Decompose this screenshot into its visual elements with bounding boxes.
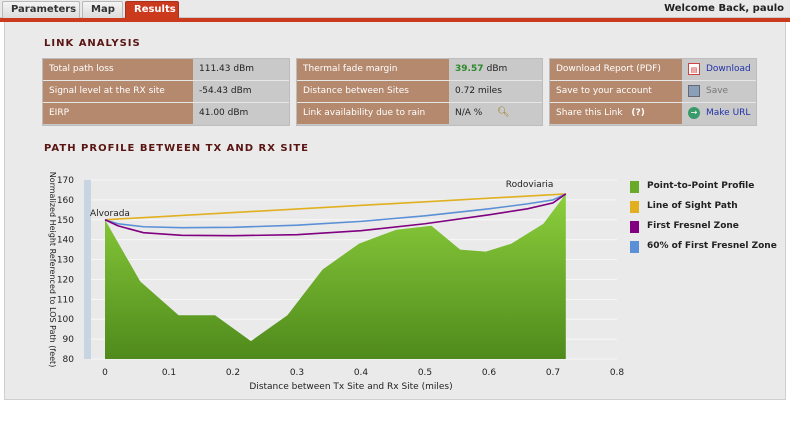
legend-label-fresnel: First Fresnel Zone: [647, 221, 739, 231]
link-analysis-title: LINK ANALYSIS: [44, 38, 141, 49]
save-icon[interactable]: [688, 85, 700, 97]
signal-level-label: Signal level at the RX site: [43, 81, 193, 102]
total-path-loss-value: 111.43 dBm: [199, 64, 255, 74]
download-link[interactable]: Download: [706, 64, 751, 74]
signal-level-row: Signal level at the RX site -54.43 dBm: [43, 81, 289, 103]
save-account-label: Save to your account: [550, 81, 682, 102]
x-axis-label: Distance between Tx Site and Rx Site (mi…: [249, 382, 452, 392]
y-tick-label: 100: [57, 315, 74, 325]
link-icon[interactable]: →: [688, 107, 700, 119]
app-window: Parameters Map Results Welcome Back, pau…: [0, 0, 790, 400]
magnifier-icon[interactable]: 🔍︎: [497, 107, 510, 118]
link-quality-box: Thermal fade margin 39.57 dBm Distance b…: [296, 58, 543, 126]
welcome-text: Welcome Back, paulo: [664, 3, 784, 14]
legend-swatch-los: [630, 201, 639, 213]
y-tick-label: 140: [57, 236, 74, 246]
rx-site-label: Rodoviaria: [506, 180, 554, 190]
terrain-profile-area: [105, 193, 566, 359]
download-link-wrap: Download: [700, 59, 751, 80]
link-budget-box: Total path loss 111.43 dBm Signal level …: [42, 58, 290, 126]
x-tick-label: 0.6: [482, 368, 497, 378]
y-tick-label: 170: [57, 176, 74, 186]
signal-level-value: -54.43 dBm: [199, 86, 252, 96]
rain-availability-value: N/A %: [455, 108, 483, 118]
fade-margin-label: Thermal fade margin: [297, 59, 449, 80]
eirp-label: EIRP: [43, 103, 193, 124]
make-url-link-wrap: Make URL: [700, 103, 750, 124]
download-row: Download Report (PDF) ▤ Download: [550, 59, 756, 81]
line-of-sight-path: [104, 193, 566, 221]
tab-map[interactable]: Map: [82, 1, 123, 18]
distance-value: 0.72 miles: [455, 86, 502, 96]
y-tick-label: 120: [57, 275, 74, 285]
y-tick-label: 80: [63, 355, 75, 365]
accent-bar: [0, 18, 790, 22]
eirp-value: 41.00 dBm: [199, 108, 249, 118]
save-link[interactable]: Save: [706, 86, 729, 96]
make-url-link[interactable]: Make URL: [706, 108, 751, 118]
top-bar: Parameters Map Results Welcome Back, pau…: [0, 0, 790, 18]
rain-availability-label: Link availability due to rain: [297, 103, 449, 124]
tab-parameters[interactable]: Parameters: [2, 1, 80, 18]
x-tick-label: 0.2: [226, 368, 240, 378]
report-actions-box: Download Report (PDF) ▤ Download Save to…: [549, 58, 757, 126]
legend-swatch-fresnel60: [630, 241, 639, 253]
legend-label-profile: Point-to-Point Profile: [647, 181, 755, 191]
x-tick-label: 0.1: [162, 368, 176, 378]
legend-label-fresnel60: 60% of First Fresnel Zone: [647, 241, 777, 251]
legend-swatch-profile: [630, 181, 639, 193]
x-tick-label: 0.4: [354, 368, 369, 378]
share-row: Share this Link (?) → Make URL: [550, 103, 756, 125]
legend-label-los: Line of Sight Path: [647, 201, 738, 211]
first-fresnel-zone-line: [104, 193, 567, 237]
y-tick-label: 150: [57, 216, 74, 226]
fade-margin-row: Thermal fade margin 39.57 dBm: [297, 59, 542, 81]
x-tick-label: 0.5: [418, 368, 432, 378]
eirp-row: EIRP 41.00 dBm: [43, 103, 289, 125]
tab-results[interactable]: Results: [125, 1, 179, 18]
y-tick-label: 110: [57, 295, 74, 305]
download-report-label: Download Report (PDF): [550, 59, 682, 80]
distance-row: Distance between Sites 0.72 miles: [297, 81, 542, 103]
share-link-label: Share this Link (?): [550, 103, 682, 124]
tx-site-label: Alvorada: [90, 209, 130, 219]
y-tick-label: 160: [57, 196, 74, 206]
save-link-wrap: Save: [700, 81, 728, 102]
x-tick-label: 0.8: [610, 368, 625, 378]
y-tick-label: 130: [57, 256, 74, 266]
fresnel-60-line: [104, 193, 567, 229]
y-tick-label: 90: [63, 335, 75, 345]
save-row: Save to your account Save: [550, 81, 756, 103]
share-help[interactable]: (?): [631, 108, 645, 118]
distance-label: Distance between Sites: [297, 81, 449, 102]
total-path-loss-label: Total path loss: [43, 59, 193, 80]
path-profile-chart: 80 90 100 110 120 130 140 150 160 170 0 0.1 0.2 0.3 0.…: [48, 172, 625, 392]
path-profile-title: PATH PROFILE BETWEEN TX AND RX SITE: [44, 143, 309, 154]
fade-margin-number: 39.57: [455, 64, 484, 74]
legend-swatch-fresnel: [630, 221, 639, 233]
pdf-icon[interactable]: ▤: [688, 63, 700, 75]
share-link-text: Share this Link: [556, 108, 623, 118]
x-tick-label: 0.3: [290, 368, 304, 378]
y-axis-band: [84, 180, 91, 359]
rain-availability-row: Link availability due to rain N/A % 🔍︎: [297, 103, 542, 125]
y-axis-label: Normalized Height Referenced to LOS Path…: [48, 172, 57, 368]
x-tick-label: 0.7: [546, 368, 560, 378]
total-path-loss-row: Total path loss 111.43 dBm: [43, 59, 289, 81]
fade-margin-value: 39.57 dBm: [449, 59, 507, 80]
x-tick-label: 0: [102, 368, 108, 378]
fade-margin-unit: dBm: [486, 64, 508, 74]
